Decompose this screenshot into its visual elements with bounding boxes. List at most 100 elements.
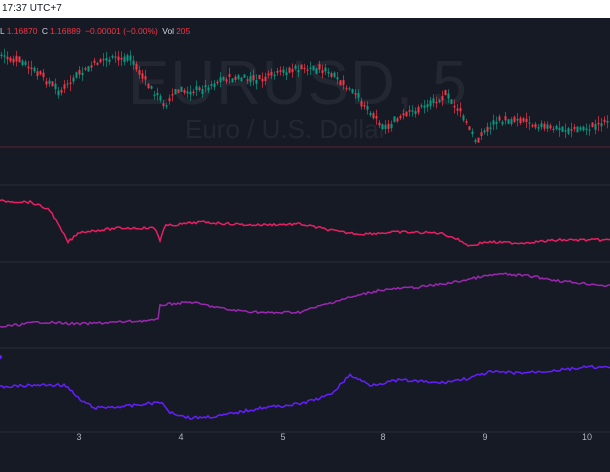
candle-body [363, 104, 366, 107]
candle-body [207, 87, 210, 91]
candle-body [219, 77, 222, 83]
candle-body [108, 59, 111, 62]
candle-body [570, 129, 573, 131]
candle-body [564, 130, 567, 132]
candle-body [297, 70, 300, 73]
candle-body [480, 132, 483, 137]
symbol-watermark: EURUSD, 5 [128, 49, 468, 118]
volume-value: 205 [176, 26, 191, 36]
symbol-description-watermark: Euro / U.S. Dollar [185, 114, 388, 144]
candle-body [384, 125, 387, 129]
candle-body [243, 74, 246, 78]
candle-body [222, 77, 225, 81]
candle-body [459, 108, 462, 112]
candle-body [237, 75, 240, 80]
candle-body [423, 105, 426, 108]
candle-body [123, 56, 126, 63]
candle-body [507, 119, 510, 124]
candle-body [87, 66, 90, 72]
candle-body [267, 73, 270, 76]
candle-body [27, 66, 30, 69]
candle-body [234, 76, 237, 81]
candle-body [519, 117, 522, 124]
bottom-strip [0, 448, 610, 472]
candle-body [204, 85, 207, 88]
candle-body [546, 124, 549, 129]
candle-body [354, 93, 357, 95]
candle-body [93, 60, 96, 63]
candle-body [420, 105, 423, 107]
candle-body [294, 65, 297, 69]
candle-body [528, 122, 531, 124]
candle-body [348, 88, 351, 90]
candle-body [447, 93, 450, 99]
candle-body [129, 55, 132, 61]
candle-body [537, 127, 540, 129]
candle-body [588, 129, 591, 131]
candle-body [69, 82, 72, 84]
candle-body [543, 123, 546, 129]
candle-body [48, 80, 51, 84]
candle-body [393, 116, 396, 123]
time-axis-label: 3 [76, 432, 82, 442]
candle-body [114, 56, 117, 58]
time-axis-label: 5 [280, 432, 286, 442]
candle-body [21, 60, 24, 65]
candle-body [324, 67, 327, 72]
candle-body [210, 84, 213, 86]
candle-body [345, 87, 348, 89]
candle-body [492, 120, 495, 125]
candle-body [138, 70, 141, 75]
candle-body [318, 64, 321, 70]
candle-body [462, 115, 465, 121]
candle-body [432, 98, 435, 103]
candle-body [183, 90, 186, 93]
candle-body [189, 91, 192, 95]
candle-body [435, 101, 438, 104]
time-axis[interactable]: 3 4 5 8 9 10 [0, 432, 610, 448]
candle-body [534, 124, 537, 128]
candle-body [549, 125, 552, 129]
candle-body [498, 116, 501, 121]
candle-body [12, 58, 15, 63]
candle-body [132, 60, 135, 65]
candle-body [408, 110, 411, 112]
candle-body [456, 108, 459, 111]
candle-body [57, 90, 60, 96]
candle-body [33, 67, 36, 72]
candle-body [603, 119, 606, 122]
candle-body [288, 67, 291, 73]
candle-body [3, 55, 6, 57]
candle-body [192, 91, 195, 94]
candle-body [66, 83, 69, 85]
time-axis-label: 10 [581, 432, 593, 442]
candle-body [282, 69, 285, 73]
candle-body [75, 72, 78, 78]
candle-body [369, 112, 372, 116]
candle-body [501, 121, 504, 125]
candle-body [567, 128, 570, 134]
candle-body [117, 56, 120, 61]
candle-body [396, 118, 399, 122]
candle-body [42, 72, 45, 78]
candle-body [378, 122, 381, 126]
time-axis-label: 9 [482, 432, 488, 442]
candle-body [261, 78, 264, 82]
candle-body [186, 91, 189, 94]
candle-body [36, 71, 39, 77]
candle-body [414, 111, 417, 115]
candle-body [279, 70, 282, 72]
candle-body [285, 72, 288, 76]
pane-marker [0, 355, 2, 359]
close-value: 1.16889 [49, 26, 81, 36]
low-value: 1.16870 [6, 26, 38, 36]
candle-body [30, 67, 33, 69]
candle-body [339, 80, 342, 86]
candle-body [165, 105, 168, 107]
candle-body [9, 57, 12, 62]
candle-body [540, 123, 543, 127]
candle-body [147, 83, 150, 89]
candle-body [576, 126, 579, 133]
candle-body [105, 57, 108, 61]
